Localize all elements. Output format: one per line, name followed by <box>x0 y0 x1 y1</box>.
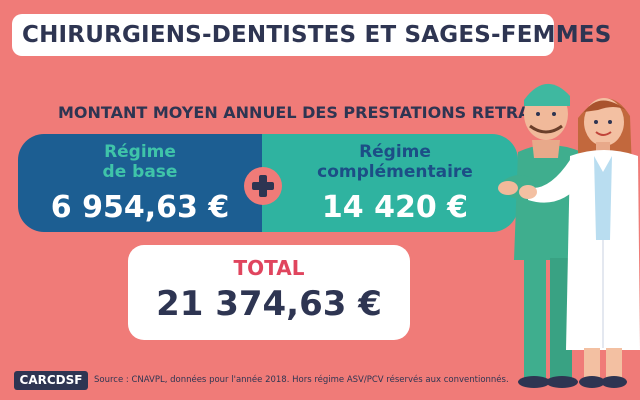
regime-complementaire-label: Régime complémentaire <box>280 142 510 182</box>
title-banner <box>12 14 554 56</box>
total-panel <box>128 245 410 340</box>
subtitle: MONTANT MOYEN ANNUEL DES PRESTATIONS RET… <box>58 103 559 122</box>
regime-base-label: Régime de base <box>18 142 262 182</box>
regime-base-panel <box>18 134 262 232</box>
regime-complementaire-amount: 14 420 € <box>321 190 469 225</box>
total-label: TOTAL <box>233 256 305 280</box>
plus-icon <box>244 167 282 205</box>
page-title: CHIRURGIENS-DENTISTES ET SAGES-FEMMES <box>22 22 612 48</box>
regime-base-label-line2: de base <box>102 162 178 182</box>
professionals-illustration <box>498 83 640 388</box>
regime-complementaire-label-line2: complémentaire <box>317 162 473 182</box>
source-note: Source : CNAVPL, données pour l'année 20… <box>94 375 509 385</box>
carcdsf-logo: CARCDSF <box>14 371 88 390</box>
regime-base-label-line1: Régime <box>104 142 176 162</box>
midwife-figure <box>519 98 640 388</box>
total-amount: 21 374,63 € <box>156 284 382 324</box>
plus-icon-vertical <box>259 175 267 197</box>
regime-complementaire-label-line1: Régime <box>359 142 431 162</box>
regime-base-amount: 6 954,63 € <box>50 190 230 225</box>
